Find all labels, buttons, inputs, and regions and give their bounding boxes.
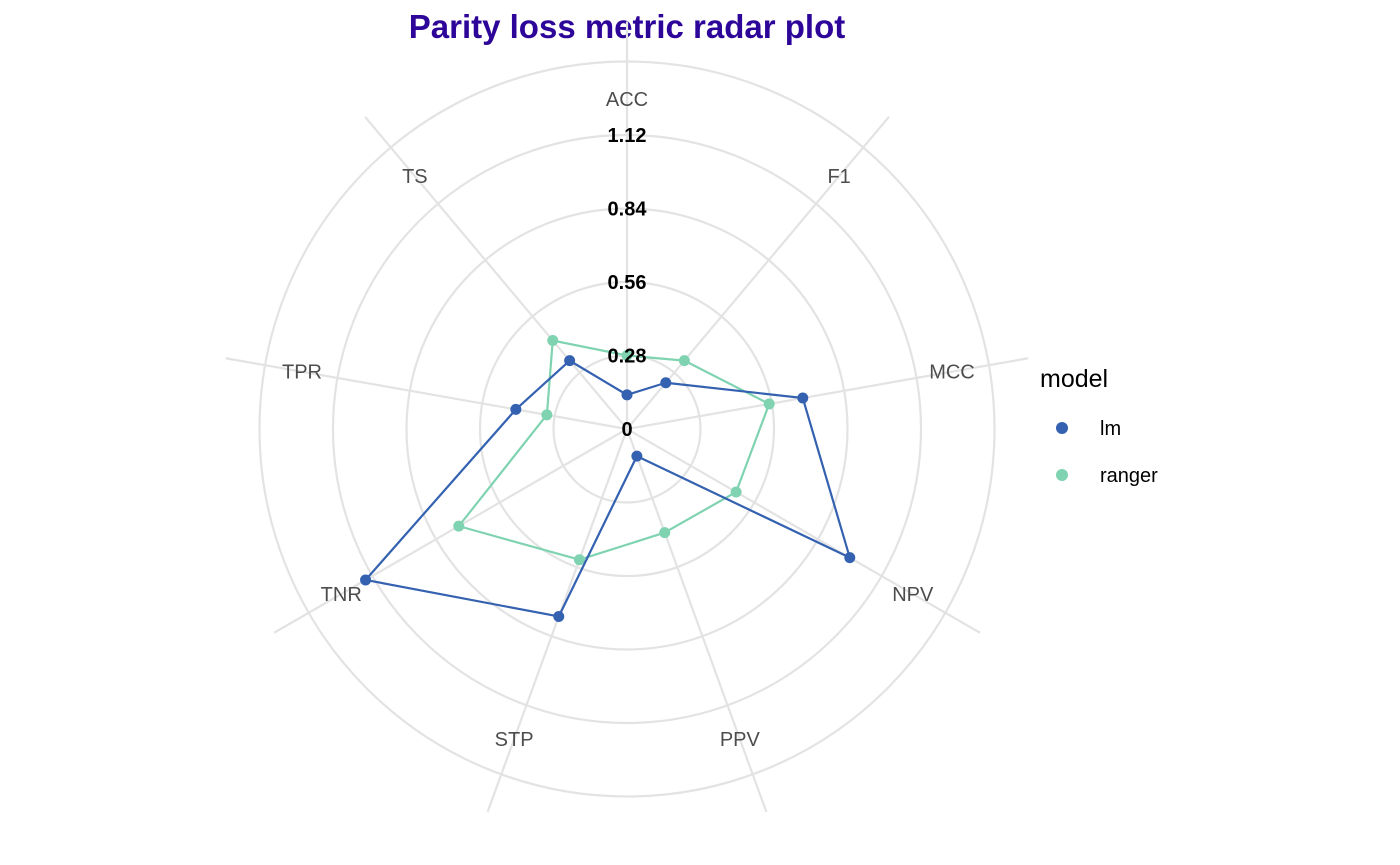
legend-key bbox=[1056, 422, 1068, 434]
data-point bbox=[844, 552, 856, 564]
legend-key bbox=[1056, 469, 1068, 481]
axis-label: F1 bbox=[827, 166, 850, 188]
data-point bbox=[730, 486, 742, 498]
radial-tick-label: 0.56 bbox=[608, 272, 647, 294]
data-point bbox=[659, 527, 671, 539]
series-line bbox=[364, 359, 851, 618]
data-point bbox=[360, 574, 372, 586]
data-point bbox=[510, 403, 522, 415]
series-line bbox=[457, 339, 771, 561]
grid-spoke bbox=[273, 428, 628, 634]
grid-spoke bbox=[225, 357, 628, 431]
radar-grid bbox=[225, 21, 1029, 813]
radial-tick-label: 1.12 bbox=[608, 125, 647, 147]
series-lm bbox=[360, 355, 856, 622]
data-point bbox=[631, 450, 643, 462]
data-point bbox=[453, 520, 465, 532]
axis-label: TPR bbox=[282, 362, 322, 384]
axis-label: ACC bbox=[606, 89, 648, 111]
legend-label: ranger bbox=[1100, 465, 1158, 487]
radial-tick-labels: 0 0.28 0.56 0.84 1.12 bbox=[608, 125, 648, 441]
legend: model lm ranger bbox=[1040, 365, 1158, 487]
grid-spoke bbox=[626, 428, 981, 634]
data-point bbox=[541, 409, 553, 421]
data-point bbox=[763, 398, 775, 410]
radial-tick-label: 0.28 bbox=[608, 346, 647, 368]
data-point bbox=[573, 554, 585, 566]
grid-spoke bbox=[626, 357, 1029, 431]
axis-label: MCC bbox=[929, 362, 975, 384]
axis-label: TS bbox=[402, 166, 428, 188]
data-point bbox=[564, 355, 576, 367]
axis-label: TNR bbox=[321, 584, 362, 606]
series-ranger bbox=[453, 335, 775, 566]
legend-title: model bbox=[1040, 365, 1108, 393]
axis-label: NPV bbox=[892, 584, 934, 606]
data-point bbox=[797, 392, 809, 404]
data-point bbox=[621, 389, 633, 401]
radial-tick-label: 0 bbox=[621, 419, 632, 441]
data-point bbox=[553, 610, 565, 622]
legend-label: lm bbox=[1100, 418, 1121, 440]
grid-spoke bbox=[626, 116, 890, 430]
axis-labels: ACC F1 MCC NPV PPV STP TNR TPR TS bbox=[282, 89, 975, 751]
series-layer bbox=[360, 335, 856, 622]
grid-spoke bbox=[364, 116, 628, 430]
grid-spoke bbox=[625, 428, 768, 813]
data-point bbox=[621, 350, 633, 361]
data-point bbox=[678, 355, 690, 367]
data-point bbox=[547, 335, 559, 347]
axis-label: PPV bbox=[720, 729, 761, 751]
radial-tick-label: 0.84 bbox=[608, 199, 648, 221]
axis-label: STP bbox=[495, 729, 534, 751]
data-point bbox=[660, 377, 672, 389]
